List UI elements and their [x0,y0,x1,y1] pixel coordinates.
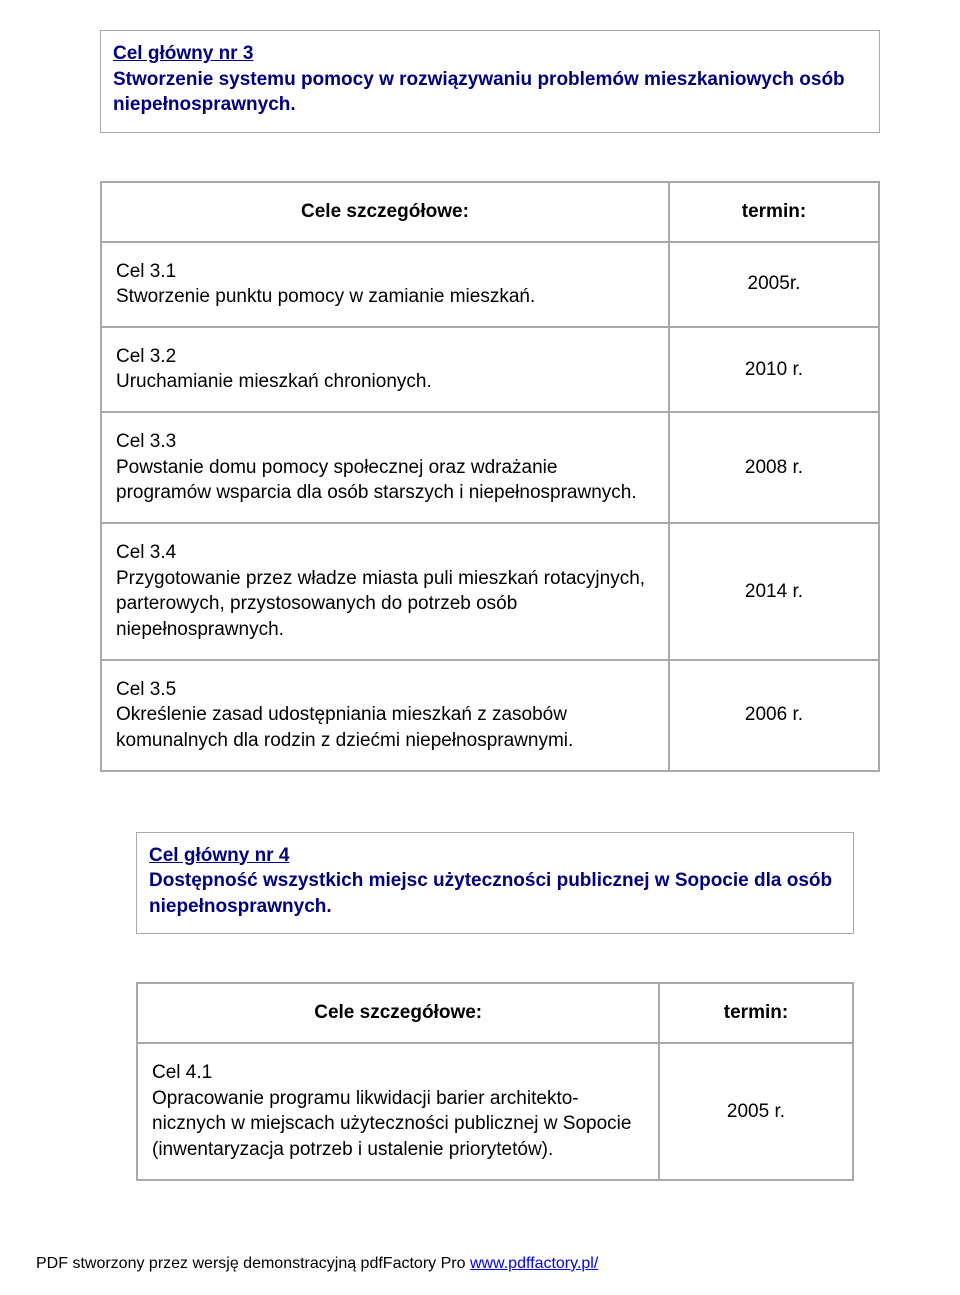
footer-text: PDF stworzony przez wersję demonstracyjn… [36,1255,470,1272]
goal-3-title-link[interactable]: Cel główny nr 3 [113,43,253,64]
cell-term: 2005r. [669,242,879,327]
cell-term: 2014 r. [669,523,879,660]
table-header-row: Cele szczegółowe: termin: [137,983,853,1043]
row-desc: Uruchamianie mieszkań chronionych. [116,371,432,392]
table-row: Cel 3.2 Uruchamianie mieszkań chronionyc… [101,327,879,412]
goal-4-table: Cele szczegółowe: termin: Cel 4.1 Opraco… [136,982,854,1180]
table-row: Cel 4.1 Opracowanie programu likwidacji … [137,1043,853,1180]
goal-3-title-text: Stworzenie systemu pomocy w rozwiązywani… [113,67,867,118]
footer-link[interactable]: www.pdffactory.pl/ [470,1255,598,1272]
row-desc: Powstanie domu pomocy społecznej oraz wd… [116,457,637,504]
footer-line: PDF stworzony przez wersję demonstracyjn… [36,1255,598,1273]
row-label: Cel 4.1 [152,1062,212,1083]
cell-label-desc: Cel 3.1 Stworzenie punktu pomocy w zamia… [101,242,669,327]
table-header-row: Cele szczegółowe: termin: [101,182,879,242]
cell-label-desc: Cel 3.2 Uruchamianie mieszkań chronionyc… [101,327,669,412]
row-desc: Stworzenie punktu pomocy w zamianie mies… [116,286,535,307]
row-desc: Opracowanie programu likwidacji barier a… [152,1088,631,1160]
cell-label-desc: Cel 3.5 Określenie zasad udostępniania m… [101,660,669,771]
cell-term: 2006 r. [669,660,879,771]
cell-label-desc: Cel 3.4 Przygotowanie przez władze miast… [101,523,669,660]
row-desc: Określenie zasad udostępniania mieszkań … [116,704,573,751]
cell-label-desc: Cel 4.1 Opracowanie programu likwidacji … [137,1043,659,1180]
goal-3-table: Cele szczegółowe: termin: Cel 3.1 Stworz… [100,181,880,772]
row-label: Cel 3.1 [116,261,176,282]
goal-4-title-link[interactable]: Cel główny nr 4 [149,845,289,866]
header-termin: termin: [659,983,852,1043]
header-cele: Cele szczegółowe: [101,182,669,242]
table-row: Cel 3.3 Powstanie domu pomocy społecznej… [101,412,879,523]
cell-term: 2010 r. [669,327,879,412]
goal-4-box: Cel główny nr 4 Dostępność wszystkich mi… [136,832,854,935]
row-label: Cel 3.4 [116,542,176,563]
cell-label-desc: Cel 3.3 Powstanie domu pomocy społecznej… [101,412,669,523]
row-label: Cel 3.2 [116,346,176,367]
row-desc: Przygotowanie przez władze miasta puli m… [116,568,645,640]
row-label: Cel 3.5 [116,679,176,700]
goal-4-title-text: Dostępność wszystkich miejsc użytecznośc… [149,868,841,919]
goal-3-box: Cel główny nr 3 Stworzenie systemu pomoc… [100,30,880,133]
cell-term: 2005 r. [659,1043,852,1180]
header-termin: termin: [669,182,879,242]
table-row: Cel 3.1 Stworzenie punktu pomocy w zamia… [101,242,879,327]
row-label: Cel 3.3 [116,431,176,452]
header-cele: Cele szczegółowe: [137,983,659,1043]
cell-term: 2008 r. [669,412,879,523]
table-row: Cel 3.4 Przygotowanie przez władze miast… [101,523,879,660]
table-row: Cel 3.5 Określenie zasad udostępniania m… [101,660,879,771]
